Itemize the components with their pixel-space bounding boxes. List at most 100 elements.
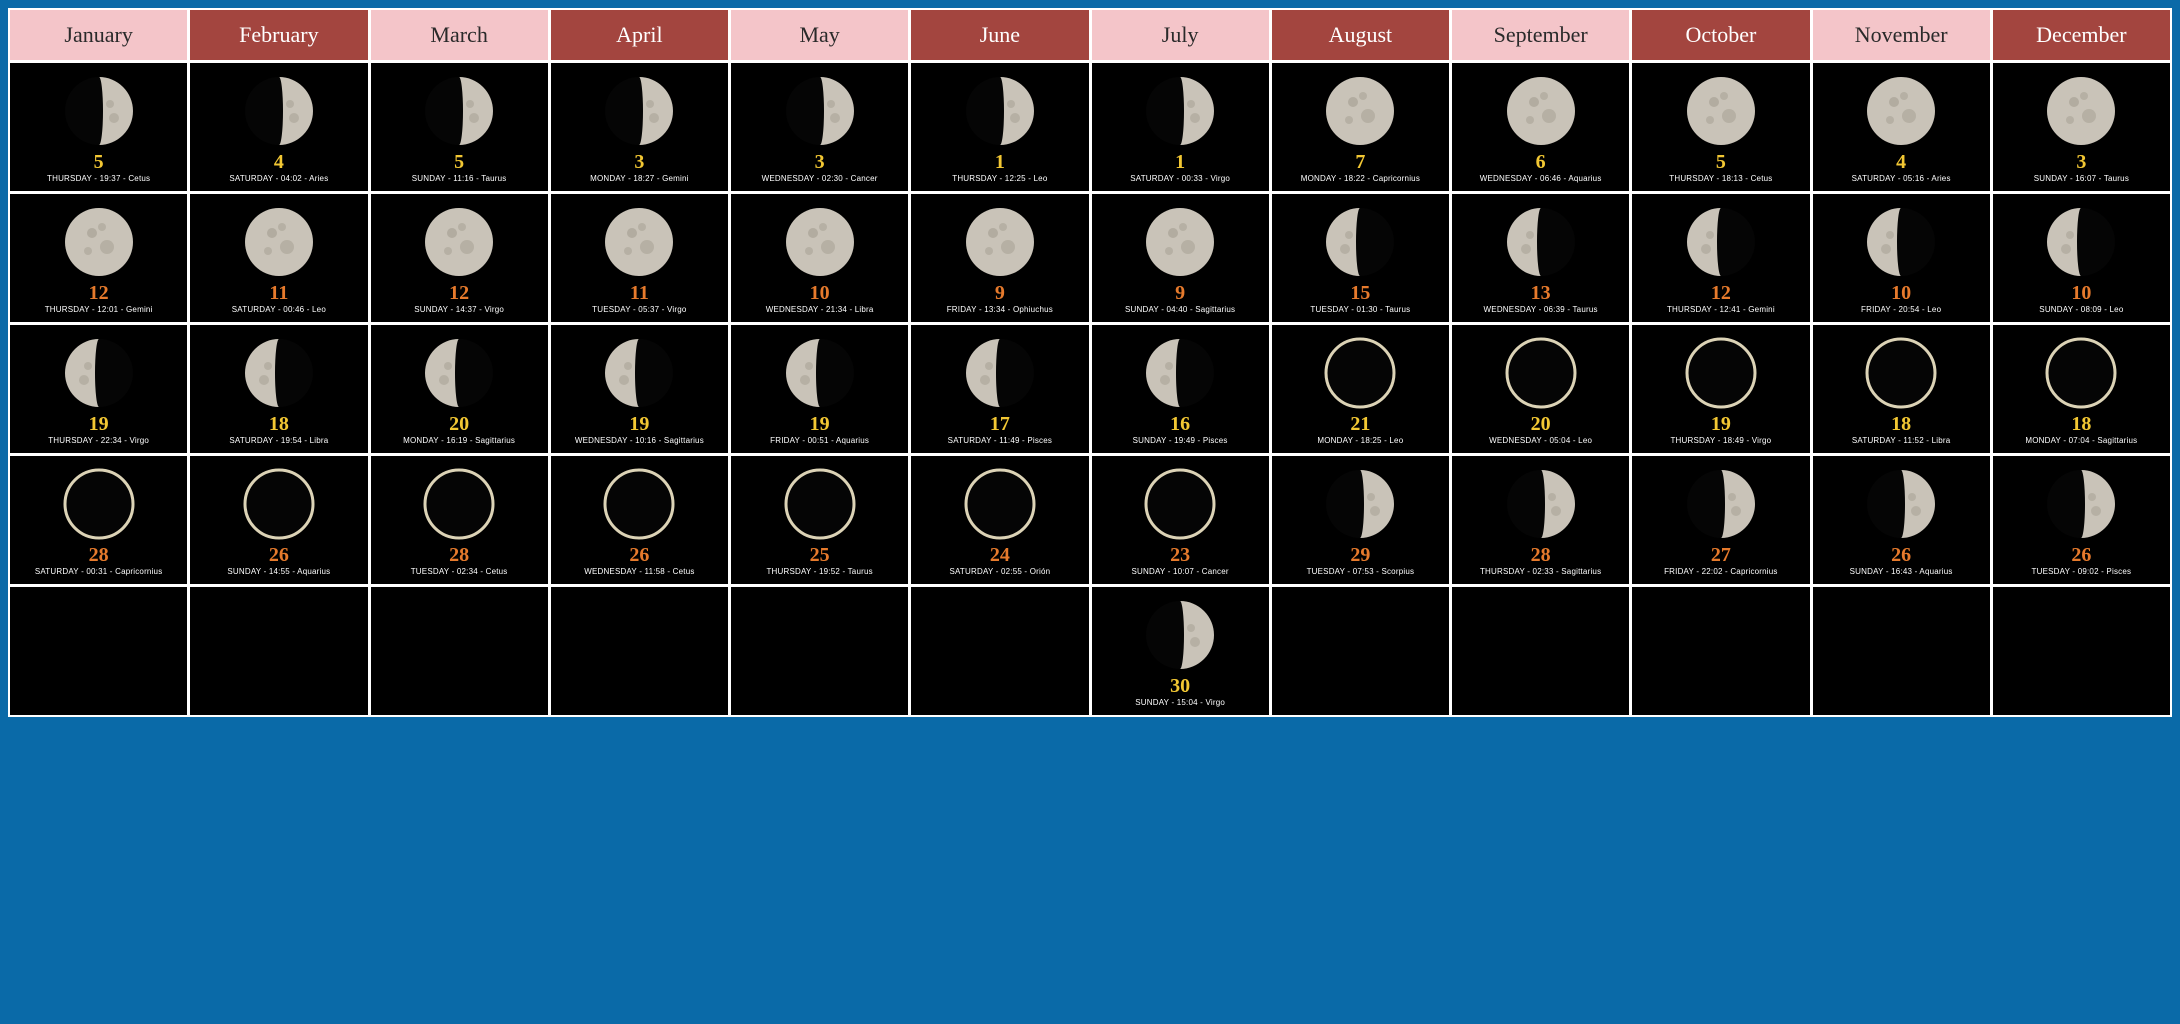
moon-phase-cell: 15TUESDAY - 01:30 - Taurus <box>1271 193 1450 323</box>
phase-info: SATURDAY - 11:52 - Libra <box>1852 436 1950 445</box>
moon-phase-cell: 30SUNDAY - 15:04 - Virgo <box>1091 586 1270 716</box>
day-number: 5 <box>94 152 104 172</box>
day-number: 25 <box>810 545 830 565</box>
moon-phase-cell: 11 SATURDAY - 00:46 - Leo <box>189 193 368 323</box>
phase-info: MONDAY - 18:22 - Capricornius <box>1301 174 1420 183</box>
moon-icon <box>1684 205 1758 279</box>
moon-icon <box>1864 336 1938 410</box>
moon-icon <box>602 205 676 279</box>
moon-phase-cell: 4SATURDAY - 04:02 - Aries <box>189 62 368 192</box>
moon-icon <box>1143 74 1217 148</box>
phase-info: SATURDAY - 11:49 - Pisces <box>948 436 1052 445</box>
moon-phase-cell: 18SATURDAY - 19:54 - Libra <box>189 324 368 454</box>
moon-icon <box>783 467 857 541</box>
moon-phase-cell: 3 SUNDAY - 16:07 - Taurus <box>1992 62 2171 192</box>
moon-phase-cell: 10WEDNESDAY - 21:34 - Libra <box>730 193 909 323</box>
empty-cell <box>730 586 909 716</box>
day-number: 21 <box>1350 414 1370 434</box>
day-number: 18 <box>2071 414 2091 434</box>
day-number: 28 <box>449 545 469 565</box>
day-number: 18 <box>1891 414 1911 434</box>
phase-info: MONDAY - 18:25 - Leo <box>1317 436 1403 445</box>
moon-icon <box>1504 336 1578 410</box>
day-number: 11 <box>269 283 288 303</box>
empty-cell <box>1451 586 1630 716</box>
phase-info: SUNDAY - 10:07 - Cancer <box>1132 567 1229 576</box>
phase-info: WEDNESDAY - 06:39 - Taurus <box>1484 305 1598 314</box>
moon-icon <box>2044 74 2118 148</box>
empty-cell <box>370 586 549 716</box>
moon-phase-cell: 3WEDNESDAY - 02:30 - Cancer <box>730 62 909 192</box>
moon-icon <box>1864 467 1938 541</box>
phase-info: SATURDAY - 04:02 - Aries <box>229 174 328 183</box>
phase-info: FRIDAY - 22:02 - Capricornius <box>1664 567 1778 576</box>
empty-cell <box>1992 586 2171 716</box>
day-number: 19 <box>1711 414 1731 434</box>
day-number: 23 <box>1170 545 1190 565</box>
day-number: 3 <box>2076 152 2086 172</box>
empty-cell <box>910 586 1089 716</box>
phase-info: SUNDAY - 11:16 - Taurus <box>412 174 507 183</box>
day-number: 20 <box>449 414 469 434</box>
day-number: 29 <box>1350 545 1370 565</box>
moon-icon <box>422 74 496 148</box>
moon-phase-cell: 1 SATURDAY - 00:33 - Virgo <box>1091 62 1270 192</box>
phase-info: SUNDAY - 19:49 - Pisces <box>1133 436 1228 445</box>
day-number: 9 <box>1175 283 1185 303</box>
phase-info: SATURDAY - 02:55 - Orión <box>949 567 1050 576</box>
moon-phase-cell: 26TUESDAY - 09:02 - Pisces <box>1992 455 2171 585</box>
moon-icon <box>2044 336 2118 410</box>
moon-phase-cell: 28SATURDAY - 00:31 - Capricornius <box>9 455 188 585</box>
phase-info: SUNDAY - 16:07 - Taurus <box>2034 174 2129 183</box>
moon-phase-cell: 6WEDNESDAY - 06:46 - Aquarius <box>1451 62 1630 192</box>
moon-phase-cell: 26WEDNESDAY - 11:58 - Cetus <box>550 455 729 585</box>
day-number: 3 <box>815 152 825 172</box>
moon-icon <box>963 74 1037 148</box>
day-number: 10 <box>810 283 830 303</box>
moon-phase-cell: 16SUNDAY - 19:49 - Pisces <box>1091 324 1270 454</box>
month-header: May <box>730 9 909 61</box>
moon-phase-cell: 5SUNDAY - 11:16 - Taurus <box>370 62 549 192</box>
moon-icon <box>2044 205 2118 279</box>
day-number: 7 <box>1355 152 1365 172</box>
phase-info: THURSDAY - 12:25 - Leo <box>952 174 1047 183</box>
day-number: 24 <box>990 545 1010 565</box>
phase-info: SATURDAY - 05:16 - Aries <box>1852 174 1951 183</box>
moon-icon <box>1323 467 1397 541</box>
moon-phase-cell: 28THURSDAY - 02:33 - Sagittarius <box>1451 455 1630 585</box>
phase-info: SATURDAY - 00:46 - Leo <box>232 305 326 314</box>
moon-phase-cell: 9SUNDAY - 04:40 - Sagittarius <box>1091 193 1270 323</box>
day-number: 19 <box>810 414 830 434</box>
moon-icon <box>242 467 316 541</box>
moon-phase-cell: 26SUNDAY - 16:43 - Aquarius <box>1812 455 1991 585</box>
month-header: March <box>370 9 549 61</box>
phase-info: THURSDAY - 18:13 - Cetus <box>1669 174 1772 183</box>
empty-cell <box>550 586 729 716</box>
phase-info: THURSDAY - 18:49 - Virgo <box>1670 436 1771 445</box>
phase-info: TUESDAY - 07:53 - Scorpius <box>1307 567 1415 576</box>
day-number: 26 <box>2071 545 2091 565</box>
day-number: 12 <box>449 283 469 303</box>
phase-info: SATURDAY - 00:33 - Virgo <box>1130 174 1230 183</box>
phase-info: SUNDAY - 15:04 - Virgo <box>1135 698 1225 707</box>
moon-icon <box>1684 336 1758 410</box>
day-number: 15 <box>1350 283 1370 303</box>
moon-icon <box>602 336 676 410</box>
month-header: January <box>9 9 188 61</box>
phase-info: THURSDAY - 12:41 - Gemini <box>1667 305 1775 314</box>
moon-icon <box>62 74 136 148</box>
month-header: June <box>910 9 1089 61</box>
month-header: April <box>550 9 729 61</box>
moon-phase-cell: 26SUNDAY - 14:55 - Aquarius <box>189 455 368 585</box>
day-number: 6 <box>1536 152 1546 172</box>
phase-info: SUNDAY - 14:55 - Aquarius <box>227 567 330 576</box>
moon-phase-cell: 12SUNDAY - 14:37 - Virgo <box>370 193 549 323</box>
moon-icon <box>963 467 1037 541</box>
day-number: 1 <box>995 152 1005 172</box>
moon-phase-cell: 12THURSDAY - 12:41 - Gemini <box>1631 193 1810 323</box>
moon-phase-cell: 20WEDNESDAY - 05:04 - Leo <box>1451 324 1630 454</box>
moon-phase-cell: 1 THURSDAY - 12:25 - Leo <box>910 62 1089 192</box>
empty-cell <box>189 586 368 716</box>
moon-phase-cell: 4SATURDAY - 05:16 - Aries <box>1812 62 1991 192</box>
day-number: 1 <box>1175 152 1185 172</box>
